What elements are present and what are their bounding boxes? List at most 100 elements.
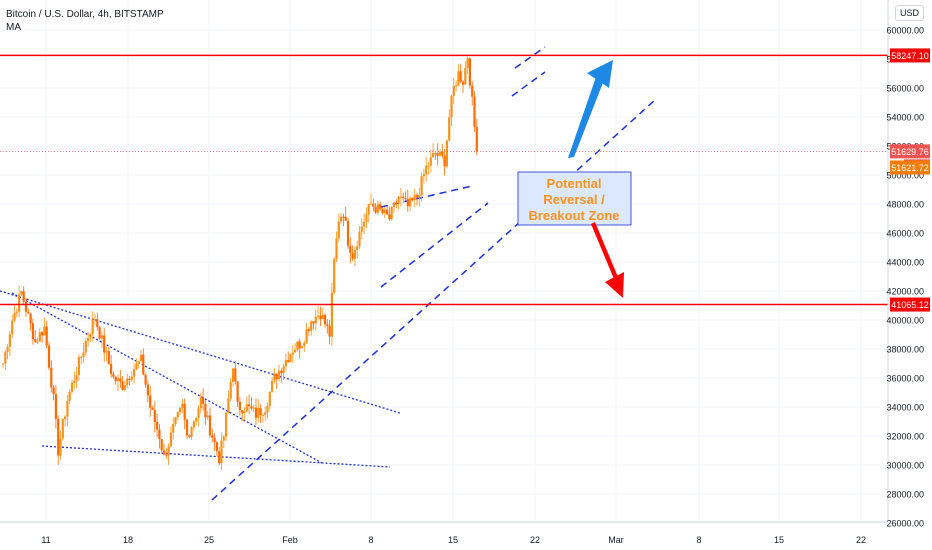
candle-body — [268, 392, 271, 407]
candle-body — [27, 311, 30, 314]
y-tick-label: 34000.00 — [886, 403, 924, 413]
candle-body — [413, 194, 416, 201]
candle-body — [374, 206, 377, 213]
candle-body — [471, 85, 474, 97]
y-tick-label: 38000.00 — [886, 345, 924, 355]
candle-body — [195, 417, 198, 422]
candle-body — [80, 356, 83, 358]
indicator-label[interactable]: MA — [6, 22, 21, 33]
price-axis[interactable]: 26000.00 28000.00 30000.00 32000.00 34000.00… — [886, 0, 930, 529]
candle-body — [282, 366, 285, 373]
candle-body — [314, 316, 317, 324]
candle-body — [411, 197, 414, 201]
grid — [0, 0, 888, 524]
candle-body — [218, 451, 221, 464]
candle-body — [448, 117, 451, 141]
candle-body — [45, 326, 48, 346]
candle-body — [310, 321, 313, 331]
annotation-text-line: Breakout Zone — [528, 208, 619, 223]
x-tick-label: 22 — [856, 535, 866, 545]
candle-body — [199, 397, 202, 409]
candle-body — [429, 157, 432, 166]
arrow-up-icon — [587, 60, 613, 88]
x-tick-label: 8 — [696, 535, 701, 545]
candle-body — [188, 435, 191, 437]
candle-body — [222, 436, 225, 441]
candle-body — [409, 197, 412, 207]
candle-body — [172, 424, 175, 433]
candle-body — [234, 368, 237, 382]
candle-body — [146, 384, 149, 396]
candle-body — [273, 373, 276, 381]
candle-body — [333, 259, 336, 293]
candle-body — [64, 416, 67, 420]
candle-body — [100, 335, 103, 339]
candle-body — [82, 352, 85, 357]
candle-body — [346, 220, 350, 246]
candle-body — [248, 404, 251, 407]
candle-body — [6, 346, 9, 352]
candle-body — [68, 391, 71, 401]
y-tick-label: 54000.00 — [886, 113, 924, 123]
levels — [0, 54, 888, 306]
candle-body — [317, 315, 320, 317]
candle-body — [24, 301, 28, 312]
candle-body — [126, 378, 129, 386]
level-price-tag — [890, 48, 930, 63]
last-price-label: 51629.76 — [891, 147, 929, 157]
candle-body — [252, 407, 255, 409]
candle-body — [41, 332, 44, 336]
candle-body — [259, 408, 262, 415]
candle-body — [473, 96, 476, 127]
candle-body — [167, 446, 170, 456]
candle-body — [139, 354, 143, 362]
candle-body — [450, 96, 453, 118]
candle-body — [156, 422, 159, 430]
candle-body — [204, 403, 207, 418]
candle-body — [103, 335, 106, 353]
currency-button[interactable]: USD — [894, 5, 924, 21]
candle-body — [149, 395, 152, 408]
candle-body — [349, 245, 352, 254]
candle-body — [133, 369, 136, 377]
dashed-trendline — [380, 202, 489, 288]
candle-body — [137, 361, 140, 364]
candle-body — [38, 332, 41, 342]
candle-body — [231, 368, 235, 383]
candle-body — [443, 155, 446, 167]
candle-body — [121, 381, 124, 391]
x-tick-label: 11 — [41, 535, 50, 545]
candle-body — [475, 126, 478, 152]
candle-body — [73, 380, 76, 384]
candle-body — [8, 334, 11, 347]
candle-body — [57, 418, 60, 456]
y-tick-label: 50000.00 — [886, 171, 924, 181]
candle-body — [66, 400, 69, 417]
candle-body — [29, 313, 32, 324]
candle-body — [128, 378, 131, 380]
x-tick-label: 25 — [204, 535, 214, 545]
candle-body — [91, 319, 94, 334]
candle-body — [153, 409, 156, 423]
candle-body — [225, 413, 228, 437]
candle-body — [427, 165, 430, 167]
candle-body — [220, 440, 223, 464]
annotation-text-line: Reversal / — [543, 192, 605, 207]
candle-body — [112, 374, 115, 377]
x-tick-label: 18 — [123, 535, 133, 545]
y-tick-label: 36000.00 — [886, 374, 924, 384]
candle-body — [445, 140, 448, 167]
candle-body — [340, 216, 343, 222]
candle-body — [105, 351, 108, 353]
symbol-title: Bitcoin / U.S. Dollar, 4h, BITSTAMP — [6, 9, 164, 20]
x-tick-label: 15 — [448, 535, 458, 545]
x-tick-label: Feb — [282, 535, 298, 545]
dotted-trendline — [11, 292, 323, 464]
time-axis[interactable]: 11 18 25 Feb 8 15 22 Mar 8 15 22 — [0, 521, 888, 545]
candle-body — [323, 314, 327, 325]
candle-body — [434, 153, 437, 155]
candle-body — [116, 378, 120, 382]
y-tick-label: 48000.00 — [886, 200, 924, 210]
candle-body — [294, 349, 297, 353]
